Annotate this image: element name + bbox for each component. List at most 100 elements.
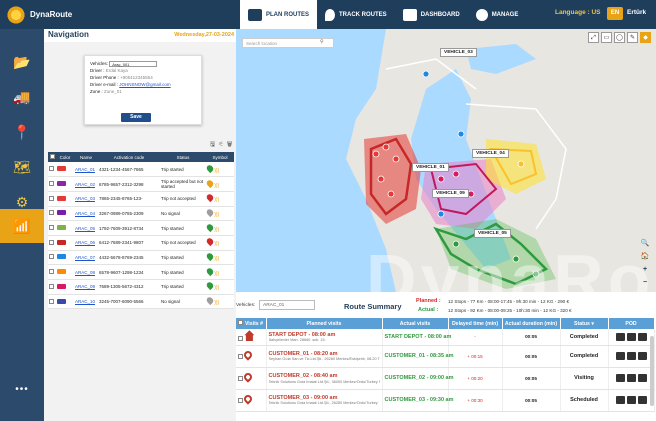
column-status[interactable]: Status ▾: [560, 318, 609, 329]
vehicle-label-03[interactable]: VEHICLE_03: [440, 48, 477, 57]
vehicle-row[interactable]: ARAC_04 3267-0989-0765-2309 No signal ))): [48, 206, 234, 222]
vehicle-label-04[interactable]: VEHICLE_04: [472, 149, 509, 158]
stop-marker[interactable]: [457, 130, 465, 138]
row-checkbox[interactable]: [49, 269, 54, 275]
row-checkbox[interactable]: [49, 210, 54, 216]
language-label[interactable]: Language : US: [555, 9, 601, 16]
visit-checkbox[interactable]: [238, 336, 243, 342]
vehicle-label-09[interactable]: VEHICLE_09: [432, 189, 469, 198]
document-icon[interactable]: [615, 396, 625, 404]
vehicle-row[interactable]: ARAC_06 6412-7689-2341-9807 Trip not accep…: [48, 235, 234, 251]
signature-icon[interactable]: [626, 332, 636, 341]
vehicle-label-05[interactable]: VEHICLE_05: [474, 229, 511, 238]
row-checkbox-cell[interactable]: [48, 279, 56, 295]
vehicle-label-01[interactable]: VEHICLE_01: [412, 163, 449, 172]
camera-icon[interactable]: [637, 396, 647, 404]
select-all-visits-checkbox[interactable]: [238, 320, 244, 325]
vehicle-row[interactable]: ARAC_03 7865-2345-8765-123- Trip not accep…: [48, 191, 234, 207]
zoom-in-icon[interactable]: +: [642, 266, 648, 273]
row-checkbox-cell[interactable]: [48, 162, 56, 178]
stop-marker[interactable]: [392, 155, 400, 163]
select-all-checkbox[interactable]: [49, 154, 55, 159]
rectangle-tool-icon[interactable]: ▭: [601, 32, 612, 43]
sidebar-item-navigation[interactable]: 📶: [0, 209, 44, 243]
vehicle-row[interactable]: ARAC_05 1792-7609-3912-8734 Trip started )…: [48, 220, 234, 236]
layers-icon[interactable]: ◆: [640, 32, 651, 43]
map-canvas[interactable]: [236, 29, 656, 292]
sidebar-item-vehicles[interactable]: 🚚: [0, 80, 44, 114]
more-menu[interactable]: •••: [15, 384, 29, 395]
visit-select-cell[interactable]: [236, 389, 267, 412]
visit-row[interactable]: CUSTOMER_01 - 08:20 am Seyhan Gıda San.ve…: [236, 345, 655, 368]
visit-row[interactable]: START DEPOT - 08:00 am Bahçelievler Mah. …: [236, 329, 655, 346]
visit-checkbox[interactable]: [238, 354, 243, 359]
chevron-down-icon[interactable]: ▾: [591, 320, 594, 327]
circle-tool-icon[interactable]: ◯: [614, 32, 625, 43]
signature-icon[interactable]: [626, 396, 636, 404]
stop-marker[interactable]: [517, 160, 525, 168]
user-name[interactable]: Ertürk: [627, 9, 647, 16]
row-checkbox[interactable]: [49, 181, 54, 187]
visit-checkbox[interactable]: [238, 398, 243, 403]
vehicle-row[interactable]: ARAC_09 7689-1305-5672-4312 Trip started )…: [48, 279, 234, 295]
row-checkbox[interactable]: [49, 195, 54, 201]
signature-icon[interactable]: [626, 374, 636, 382]
save-button[interactable]: Save: [121, 113, 151, 122]
map-search-input[interactable]: Search location: [242, 38, 334, 48]
row-checkbox-cell[interactable]: [48, 220, 56, 236]
stop-marker[interactable]: [532, 270, 540, 278]
vehicle-name-link[interactable]: ARAC_07: [75, 254, 96, 260]
tab-track-routes[interactable]: TRACK ROUTES: [317, 0, 395, 29]
row-checkbox[interactable]: [49, 166, 54, 172]
vehicle-row[interactable]: ARAC_08 6578-9607-1298-1234 Trip started )…: [48, 264, 234, 280]
row-checkbox-cell[interactable]: [48, 191, 56, 207]
vehicle-row[interactable]: ARAC_01 4321-1234-4567-7865 Trip started )…: [48, 162, 234, 178]
vehicle-row[interactable]: ARAC_02 6785-9657-2312-3298 Trip accepted …: [48, 176, 234, 192]
stop-marker[interactable]: [437, 210, 445, 218]
vehicle-name-link[interactable]: ARAC_06: [75, 240, 96, 246]
select-all-header[interactable]: [48, 152, 56, 162]
vehicle-name-link[interactable]: ARAC_01: [75, 166, 96, 172]
zoom-out-icon[interactable]: −: [642, 279, 648, 286]
camera-icon[interactable]: [637, 374, 647, 382]
stop-marker[interactable]: [382, 143, 390, 151]
name-cell[interactable]: ARAC_02: [74, 176, 98, 192]
name-cell[interactable]: ARAC_01: [74, 162, 98, 178]
vehicle-name-link[interactable]: ARAC_09: [75, 284, 96, 290]
document-icon[interactable]: [615, 352, 625, 360]
sidebar-item-settings[interactable]: ⚙: [0, 185, 44, 219]
map-search-icon[interactable]: 🔍: [640, 240, 650, 247]
name-cell[interactable]: ARAC_07: [74, 250, 98, 266]
stop-marker[interactable]: [452, 170, 460, 178]
visit-select-cell[interactable]: [236, 367, 267, 390]
visit-row[interactable]: CUSTOMER_03 - 09:00 am Teknik Solutions G…: [236, 389, 655, 412]
home-icon[interactable]: 🏠: [640, 253, 650, 260]
vehicle-row[interactable]: ARAC_07 4432-5678-8769-2345 Trip started )…: [48, 250, 234, 266]
row-checkbox[interactable]: [49, 254, 54, 260]
camera-icon[interactable]: [637, 332, 647, 341]
vehicle-name-link[interactable]: ARAC_08: [75, 269, 96, 275]
sidebar-item-folder[interactable]: 📂: [0, 45, 44, 79]
name-cell[interactable]: ARAC_03: [74, 191, 98, 207]
sidebar-item-locations[interactable]: 📍: [0, 115, 44, 149]
row-checkbox-cell[interactable]: [48, 294, 56, 310]
visits-scrollbar[interactable]: [650, 336, 654, 406]
vehicle-name-link[interactable]: ARAC_04: [75, 210, 96, 216]
row-checkbox[interactable]: [49, 239, 54, 245]
stop-marker[interactable]: [437, 175, 445, 183]
stop-marker[interactable]: [452, 240, 460, 248]
row-checkbox[interactable]: [49, 283, 54, 289]
stop-marker[interactable]: [372, 150, 380, 158]
name-cell[interactable]: ARAC_08: [74, 264, 98, 280]
document-icon[interactable]: [615, 332, 625, 341]
stop-marker[interactable]: [377, 175, 385, 183]
language-badge[interactable]: EN: [607, 7, 623, 20]
row-checkbox-cell[interactable]: [48, 235, 56, 251]
vehicle-row[interactable]: ARAC_10 3245-7007-6090-5566 No signal ))): [48, 294, 234, 310]
vehicle-name-link[interactable]: ARAC_03: [75, 196, 96, 202]
list-tools[interactable]: 🖫 ⚟ 🗑: [210, 142, 234, 148]
summary-vehicle-select[interactable]: ARAC_01: [259, 300, 315, 310]
brand[interactable]: DynaRoute: [0, 0, 236, 29]
vehicle-name-link[interactable]: ARAC_05: [75, 225, 96, 231]
email-link[interactable]: JOHNSNOW@gmail.com: [119, 82, 171, 87]
